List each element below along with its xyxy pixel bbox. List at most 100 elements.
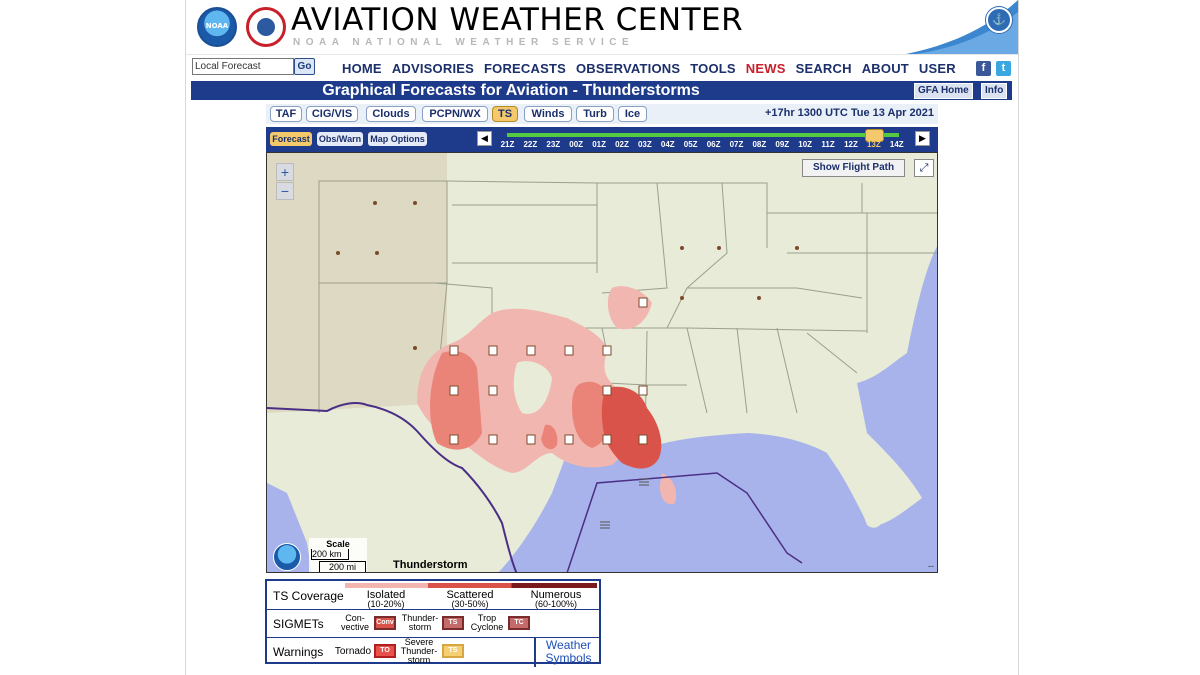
timeline-bar[interactable] [507, 133, 899, 137]
noaa-watermark-logo [273, 543, 301, 571]
timeline-tick[interactable]: 05Z [683, 140, 698, 149]
ts-coverage-row: TS Coverage Isolated (10-20%) Scattered … [267, 581, 599, 610]
noaa-logo-text: NOAA [205, 22, 229, 30]
nav-link-search[interactable]: SEARCH [795, 61, 852, 76]
severe-ts-label-1: Severe [404, 637, 434, 647]
timeline-tick[interactable]: 21Z [500, 140, 515, 149]
timeline-ticks: 21Z 22Z 23Z 00Z 01Z 02Z 03Z 04Z 05Z 06Z 07Z 08Z 09Z 1… [496, 140, 916, 152]
tab-ts[interactable]: TS [492, 106, 518, 122]
numerous-label: Numerous [530, 589, 582, 601]
scattered-label: Scattered [446, 589, 494, 601]
map-product-label: Thunderstorm [393, 559, 468, 571]
convective-sigmet-box: Conv [374, 616, 396, 630]
commerce-dept-logo[interactable]: ⚓ [986, 7, 1012, 33]
weather-symbols-link[interactable]: Weather Symbols [534, 638, 601, 667]
nav-link-advisories[interactable]: ADVISORIES [391, 61, 474, 76]
page-title: Graphical Forecasts for Aviation - Thund… [322, 82, 700, 99]
ts-coverage-label: TS Coverage [273, 589, 344, 603]
info-button[interactable]: Info [981, 83, 1008, 99]
noaa-logo[interactable]: NOAA [197, 7, 237, 47]
timeline-tick[interactable]: 06Z [706, 140, 721, 149]
timeline-tick[interactable]: 13Z [866, 140, 881, 149]
show-flight-path-button[interactable]: Show Flight Path [802, 159, 906, 177]
zoom-out-button[interactable]: − [276, 182, 294, 200]
map-options-button[interactable]: Map Options [368, 132, 427, 146]
product-title-bar: Graphical Forecasts for Aviation - Thund… [191, 81, 1012, 100]
severe-ts-label-3: storm [407, 655, 431, 665]
time-back-arrow-icon[interactable]: ◀ [477, 131, 492, 146]
obs-warn-button[interactable]: Obs/Warn [317, 132, 363, 146]
nav-link-forecasts[interactable]: FORECASTS [484, 61, 566, 76]
scale-km: 200 km [311, 549, 349, 560]
forecast-map[interactable]: + − Show Flight Path ⤢ Scale 200 km 200 … [266, 152, 938, 573]
nav-link-home[interactable]: HOME [342, 61, 382, 76]
nav-link-observations[interactable]: OBSERVATIONS [575, 61, 681, 76]
tab-clouds[interactable]: Clouds [366, 106, 416, 122]
map-scale: Scale 200 km 200 mi [309, 538, 367, 572]
timeline-tick[interactable]: 11Z [821, 140, 835, 149]
warnings-label: Warnings [273, 645, 324, 659]
tab-taf[interactable]: TAF [270, 106, 302, 122]
scale-mi: 200 mi [319, 561, 366, 572]
timeline-slider-handle[interactable] [865, 129, 884, 142]
nav-link-tools[interactable]: TOOLS [690, 61, 736, 76]
twitter-icon[interactable]: t [996, 61, 1011, 76]
timeline-tick[interactable]: 12Z [844, 140, 858, 149]
weather-symbols-line-1[interactable]: Weather [545, 638, 592, 652]
weather-symbols-line-2[interactable]: Symbols [545, 651, 592, 665]
header-swoosh [906, 0, 1018, 54]
timeline-tick[interactable]: 02Z [615, 140, 629, 149]
tab-winds[interactable]: Winds [524, 106, 572, 122]
map-legend: TS Coverage Isolated (10-20%) Scattered … [265, 579, 601, 667]
main-nav: Go HOME ADVISORIES FORECASTS OBSERVATIONS TO… [186, 56, 1018, 80]
time-forward-arrow-icon[interactable]: ▶ [915, 131, 930, 146]
product-tabs: TAF CIG/VIS Clouds PCPN/WX TS Winds Turb Ice +1… [266, 104, 938, 124]
timeline-tick[interactable]: 08Z [752, 140, 767, 149]
timeline-tick[interactable]: 01Z [592, 140, 606, 149]
trop-cyclone-label-2: Cyclone [470, 622, 504, 632]
timeline-tick[interactable]: 03Z [637, 140, 652, 149]
nav-link-user[interactable]: USER [918, 61, 956, 76]
timeline-tick[interactable]: 23Z [546, 140, 561, 149]
nav-link-news[interactable]: NEWS [745, 61, 786, 76]
timeline-tick[interactable]: 00Z [569, 140, 584, 149]
timeline-tick[interactable]: 09Z [775, 140, 790, 149]
thunderstorm-label-2: storm [408, 622, 432, 632]
gfa-home-button[interactable]: GFA Home [914, 83, 973, 99]
site-header: NOAA AVIATION WEATHER CENTER NOAA NATION… [186, 0, 1018, 55]
tab-cig-vis[interactable]: CIG/VIS [306, 106, 358, 122]
map-canvas[interactable] [267, 153, 938, 573]
isolated-pct: (10-20%) [367, 599, 405, 609]
tornado-label: Tornado [334, 646, 372, 657]
convective-label-2: vective [340, 622, 369, 632]
local-forecast-input[interactable] [192, 58, 294, 75]
timeline-tick[interactable]: 10Z [798, 140, 813, 149]
facebook-icon[interactable]: f [976, 61, 991, 76]
ts-sigmet-box: TS [442, 616, 464, 630]
timeline-tick[interactable]: 14Z [889, 140, 904, 149]
forecast-button[interactable]: Forecast [270, 132, 312, 146]
tab-turb[interactable]: Turb [576, 106, 614, 122]
coverage-color-bar [345, 583, 597, 588]
tab-pcpn-wx[interactable]: PCPN/WX [422, 106, 488, 122]
nws-logo[interactable] [246, 7, 286, 47]
go-button[interactable]: Go [294, 58, 315, 75]
zoom-in-button[interactable]: + [276, 163, 294, 181]
sigmets-row: SIGMETs Con- vective Conv Thunder- storm… [267, 610, 599, 638]
tornado-warning-box: TO [374, 644, 396, 658]
timeline-tick[interactable]: 04Z [660, 140, 675, 149]
tab-ice[interactable]: Ice [618, 106, 647, 122]
nav-link-about[interactable]: ABOUT [861, 61, 909, 76]
timeline-tick[interactable]: 22Z [523, 140, 538, 149]
site-title[interactable]: AVIATION WEATHER CENTER [291, 2, 744, 38]
map-corner-readout: -- [928, 561, 934, 571]
thunderstorm-label-1: Thunder- [401, 613, 439, 623]
timeline-tick[interactable]: 07Z [729, 140, 744, 149]
nav-links: HOME ADVISORIES FORECASTS OBSERVATIONS TOOLS… [342, 60, 966, 78]
tc-sigmet-box: TC [508, 616, 530, 630]
expand-map-icon[interactable]: ⤢ [914, 159, 934, 177]
forecast-timestamp: +17hr 1300 UTC Tue 13 Apr 2021 [764, 107, 934, 119]
numerous-pct: (60-100%) [534, 599, 578, 609]
warnings-row: Warnings Tornado TO Severe Thunder- stor… [267, 637, 601, 667]
severe-ts-warning-box: TS [442, 644, 464, 658]
